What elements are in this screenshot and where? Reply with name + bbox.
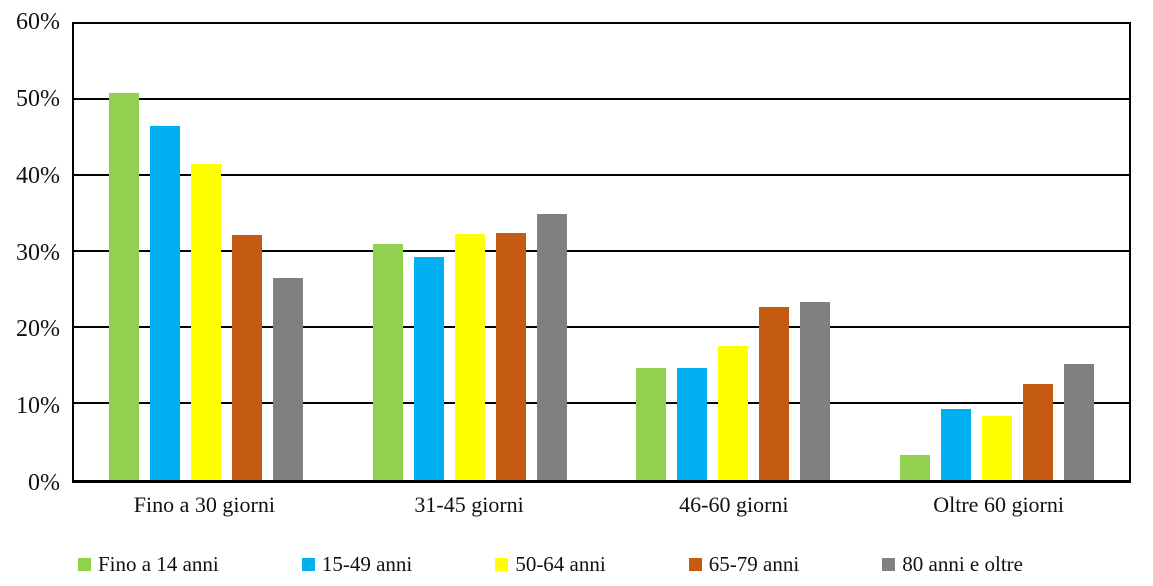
legend-item: 15-49 anni [301,552,413,576]
legend-swatch-icon [882,558,896,571]
legend-label: Fino a 14 anni [98,552,219,576]
x-axis: Fino a 30 giorni 31-45 giorni 46-60 giorni… [72,492,1131,518]
gridline [74,174,1129,177]
bar [1023,384,1054,480]
y-tick-label: 60% [16,9,60,35]
bar-group-3 [602,24,866,480]
legend-swatch-icon [301,558,315,571]
gridline [74,250,1129,252]
gridline [74,402,1129,405]
bar [941,408,972,480]
bar [190,163,221,480]
y-axis: 0% 10% 20% 30% 40% 50% 60% [0,10,62,495]
bar-group-2 [338,24,602,480]
legend-swatch-icon [688,558,702,571]
bar [759,307,790,480]
legend-label: 15-49 anni [321,552,413,576]
bar [149,125,180,480]
y-tick-label: 0% [28,470,60,496]
legend-label: 80 anni e oltre [902,552,1023,576]
bar-groups [74,24,1129,480]
bar [636,368,667,480]
x-category-label: Fino a 30 giorni [133,492,275,517]
legend-item: 50-64 anni [495,552,606,576]
bar-group-4 [865,24,1129,480]
gridline [74,98,1129,100]
bar [413,257,444,480]
bar [108,93,139,480]
x-category-label: Oltre 60 giorni [933,492,1064,517]
bar [677,367,708,480]
bar [231,235,262,480]
y-tick-label: 50% [16,85,60,112]
legend: Fino a 14 anni 15-49 anni 50-64 anni 65-79 … [78,554,1023,575]
legend-item: Fino a 14 anni [78,554,219,575]
bar [1064,364,1095,480]
bar [495,233,526,480]
legend-swatch-icon [78,558,91,571]
bar [454,233,485,480]
bar [272,277,303,480]
bar [372,243,403,480]
gridline [74,326,1129,329]
x-category-label: 46-60 giorni [679,492,789,517]
legend-item: 65-79 anni [688,552,800,576]
y-tick-label: 40% [16,162,60,189]
x-category-label: 31-45 giorni [414,492,524,517]
plot-area [72,22,1131,483]
legend-swatch-icon [495,558,509,571]
y-tick-label: 30% [16,239,60,266]
legend-item: 80 anni e oltre [882,554,1023,575]
bar [800,302,831,480]
bar-group-1 [74,24,338,480]
legend-label: 50-64 anni [515,552,606,576]
y-tick-label: 10% [16,393,60,420]
legend-label: 65-79 anni [708,552,800,576]
bar [536,214,567,480]
bar [718,346,749,480]
bar [900,454,931,480]
y-tick-label: 20% [16,316,60,343]
bar [982,416,1013,480]
